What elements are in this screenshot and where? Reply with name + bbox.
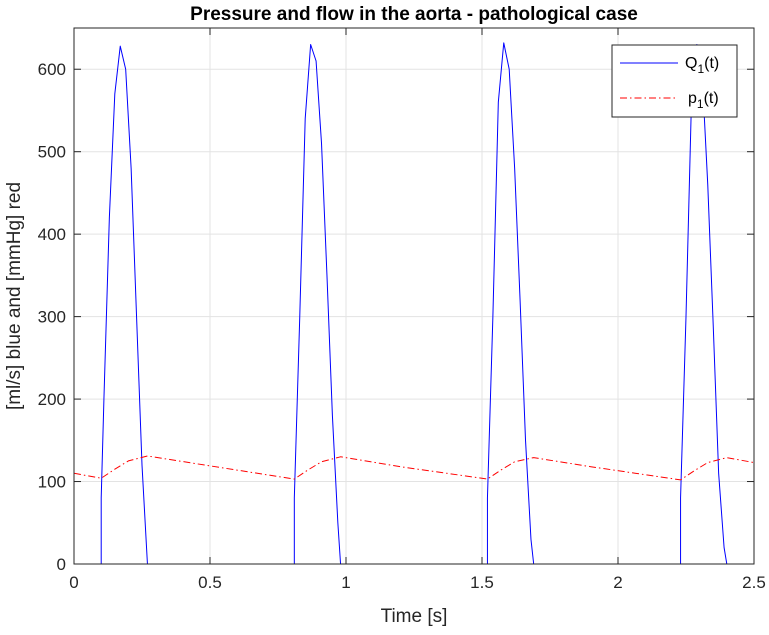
x-tick-label: 0.5: [198, 573, 222, 592]
x-tick-label: 2.5: [742, 573, 766, 592]
legend: Q1(t) p1(t): [611, 44, 738, 118]
y-tick-label: 600: [38, 60, 66, 79]
x-axis-tick-labels: 0 0.5 1 1.5 2 2.5: [69, 573, 766, 592]
y-axis-tick-labels: 0 100 200 300 400 500 600: [38, 60, 66, 574]
y-tick-label: 500: [38, 143, 66, 162]
x-tick-label: 1.5: [470, 573, 494, 592]
legend-label-q1: Q1(t): [685, 55, 719, 76]
y-tick-label: 200: [38, 390, 66, 409]
y-tick-label: 100: [38, 473, 66, 492]
legend-label-p1: p1(t): [688, 90, 719, 111]
tick-marks: [73, 28, 755, 565]
chart-title: Pressure and flow in the aorta - patholo…: [190, 4, 638, 25]
series-line-1: [74, 455, 754, 481]
y-tick-label: 300: [38, 308, 66, 327]
y-axis-label: [ml/s] blue and [mmHg] red: [4, 182, 25, 410]
x-tick-label: 2: [613, 573, 622, 592]
x-tick-label: 1: [341, 573, 350, 592]
x-axis-label: Time [s]: [381, 606, 448, 627]
x-tick-label: 0: [69, 573, 78, 592]
plot-area-border: [73, 27, 755, 565]
y-tick-label: 0: [57, 555, 66, 574]
y-tick-label: 400: [38, 225, 66, 244]
legend-box: [611, 44, 738, 118]
